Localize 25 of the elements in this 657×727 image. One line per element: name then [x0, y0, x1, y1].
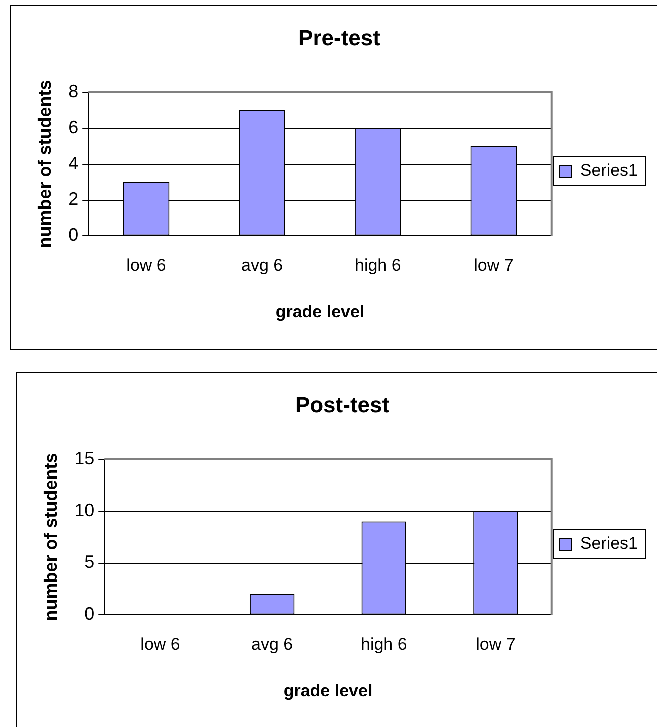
- y-tick-label: 5: [84, 552, 95, 572]
- x-tick-label: low 6: [126, 256, 166, 276]
- x-tick-label: low 6: [140, 635, 180, 654]
- y-axis-title: number of students: [40, 453, 61, 622]
- x-tick-label: low 7: [474, 256, 514, 276]
- x-tick-label: high 6: [354, 256, 402, 276]
- legend-label: Series1: [580, 534, 638, 554]
- chart-title: Pre-test: [298, 25, 382, 50]
- y-tick-label: 0: [84, 604, 95, 624]
- y-tick-label: 15: [74, 448, 95, 468]
- y-tick-label: 6: [68, 117, 79, 138]
- y-tick-label: 8: [68, 81, 79, 102]
- chart-title: Post-test: [295, 392, 390, 418]
- x-tick-label: high 6: [360, 635, 408, 654]
- y-tick-label: 2: [68, 189, 79, 210]
- y-axis-title: number of students: [34, 80, 55, 248]
- x-tick-label: avg 6: [252, 635, 294, 654]
- x-tick-label: avg 6: [242, 256, 284, 276]
- x-axis-title: grade level: [276, 302, 365, 322]
- x-axis-title: grade level: [284, 681, 373, 700]
- y-tick-label: 4: [68, 153, 79, 174]
- x-tick-label: low 7: [476, 635, 516, 654]
- y-tick-label: 10: [74, 500, 95, 520]
- legend-label: Series1: [580, 161, 638, 180]
- y-tick-label: 0: [68, 225, 79, 246]
